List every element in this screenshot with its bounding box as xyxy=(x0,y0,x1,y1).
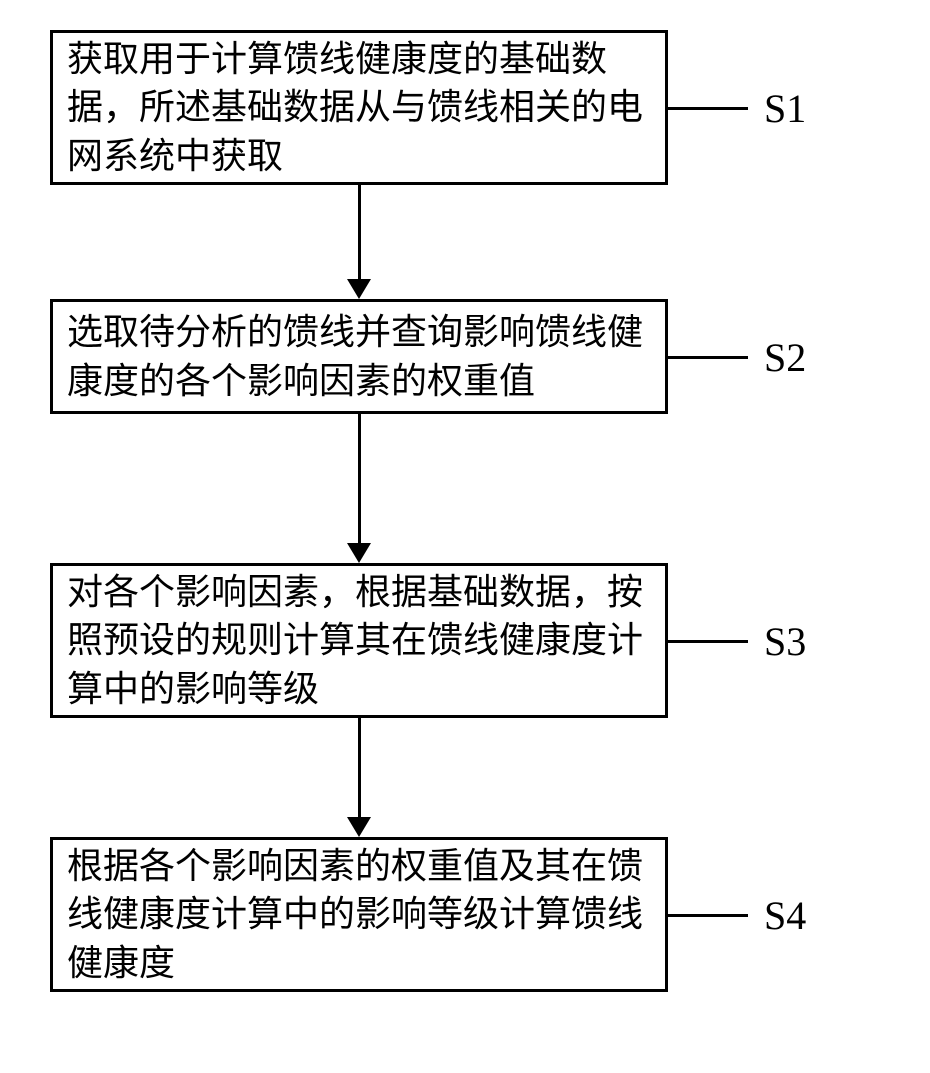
arrow-down-icon xyxy=(347,279,371,299)
step-label-s4: S4 xyxy=(764,892,806,939)
label-connector-line xyxy=(668,914,748,917)
label-connector-line xyxy=(668,356,748,359)
step-box-s4: 根据各个影响因素的权重值及其在馈线健康度计算中的影响等级计算馈线健康度 xyxy=(50,837,668,992)
connector-line xyxy=(358,185,361,280)
step-box-s2: 选取待分析的馈线并查询影响馈线健康度的各个影响因素的权重值 xyxy=(50,299,668,414)
connector-line xyxy=(358,718,361,818)
arrow-down-icon xyxy=(347,543,371,563)
connector-s3 xyxy=(50,718,668,837)
label-connector-line xyxy=(668,107,748,110)
step-text: 获取用于计算馈线健康度的基础数据，所述基础数据从与馈线相关的电网系统中获取 xyxy=(67,35,651,181)
step-text: 根据各个影响因素的权重值及其在馈线健康度计算中的影响等级计算馈线健康度 xyxy=(67,842,651,988)
connector-s2 xyxy=(50,414,668,563)
arrow-down-icon xyxy=(347,817,371,837)
step-row-s4: 根据各个影响因素的权重值及其在馈线健康度计算中的影响等级计算馈线健康度 S4 xyxy=(50,837,880,992)
step-row-s3: 对各个影响因素，根据基础数据，按照预设的规则计算其在馈线健康度计算中的影响等级 S… xyxy=(50,563,880,718)
connector-line xyxy=(358,414,361,544)
connector-s1 xyxy=(50,185,668,299)
step-row-s1: 获取用于计算馈线健康度的基础数据，所述基础数据从与馈线相关的电网系统中获取 S1 xyxy=(50,30,880,185)
step-box-s3: 对各个影响因素，根据基础数据，按照预设的规则计算其在馈线健康度计算中的影响等级 xyxy=(50,563,668,718)
step-label-s2: S2 xyxy=(764,334,806,381)
flowchart-container: 获取用于计算馈线健康度的基础数据，所述基础数据从与馈线相关的电网系统中获取 S1 选… xyxy=(50,30,880,992)
step-box-s1: 获取用于计算馈线健康度的基础数据，所述基础数据从与馈线相关的电网系统中获取 xyxy=(50,30,668,185)
step-text: 选取待分析的馈线并查询影响馈线健康度的各个影响因素的权重值 xyxy=(67,308,651,405)
step-label-s1: S1 xyxy=(764,85,806,132)
step-row-s2: 选取待分析的馈线并查询影响馈线健康度的各个影响因素的权重值 S2 xyxy=(50,299,880,414)
label-connector-line xyxy=(668,640,748,643)
step-label-s3: S3 xyxy=(764,618,806,665)
step-text: 对各个影响因素，根据基础数据，按照预设的规则计算其在馈线健康度计算中的影响等级 xyxy=(67,568,651,714)
